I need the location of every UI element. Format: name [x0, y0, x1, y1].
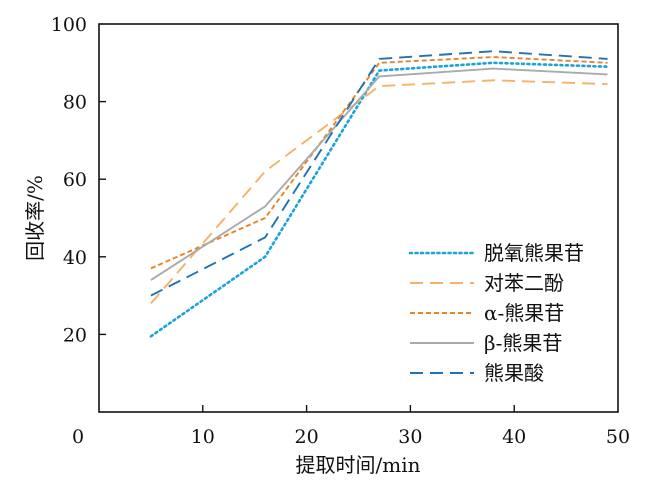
y-tick-label: 80 — [63, 92, 87, 114]
y-tick-label: 100 — [51, 14, 87, 36]
x-tick-label: 0 — [72, 426, 84, 448]
legend-label-1: 脱氧熊果苷 — [484, 241, 584, 265]
x-axis-label: 提取时间/min — [296, 453, 421, 477]
series-layer — [149, 50, 609, 338]
legend-label-3: α-熊果苷 — [484, 301, 564, 325]
plot-border — [98, 23, 619, 413]
x-axis-ticks: 0 10 20 30 40 50 — [72, 405, 630, 448]
x-tick-label: 50 — [606, 426, 630, 448]
series-line-4 — [150, 67, 608, 281]
series-line-2 — [150, 79, 608, 305]
x-tick-label: 30 — [398, 426, 422, 448]
legend-label-5: 熊果酸 — [484, 361, 544, 385]
y-tick-label: 60 — [63, 169, 87, 191]
legend-label-2: 对苯二酚 — [484, 271, 564, 295]
y-tick-label: 20 — [63, 324, 87, 346]
legend-label-4: β-熊果苷 — [484, 331, 562, 355]
y-axis-label: 回收率/% — [23, 175, 47, 261]
x-tick-label: 20 — [295, 426, 319, 448]
x-tick-label: 10 — [191, 426, 215, 448]
series-line-1 — [149, 61, 609, 338]
series-line-3 — [150, 56, 608, 270]
x-tick-label: 40 — [502, 426, 526, 448]
y-axis-ticks: 20 40 60 80 100 — [51, 14, 106, 346]
plot-frame — [98, 23, 619, 413]
series-line-5 — [150, 50, 608, 297]
y-tick-label: 40 — [63, 247, 87, 269]
